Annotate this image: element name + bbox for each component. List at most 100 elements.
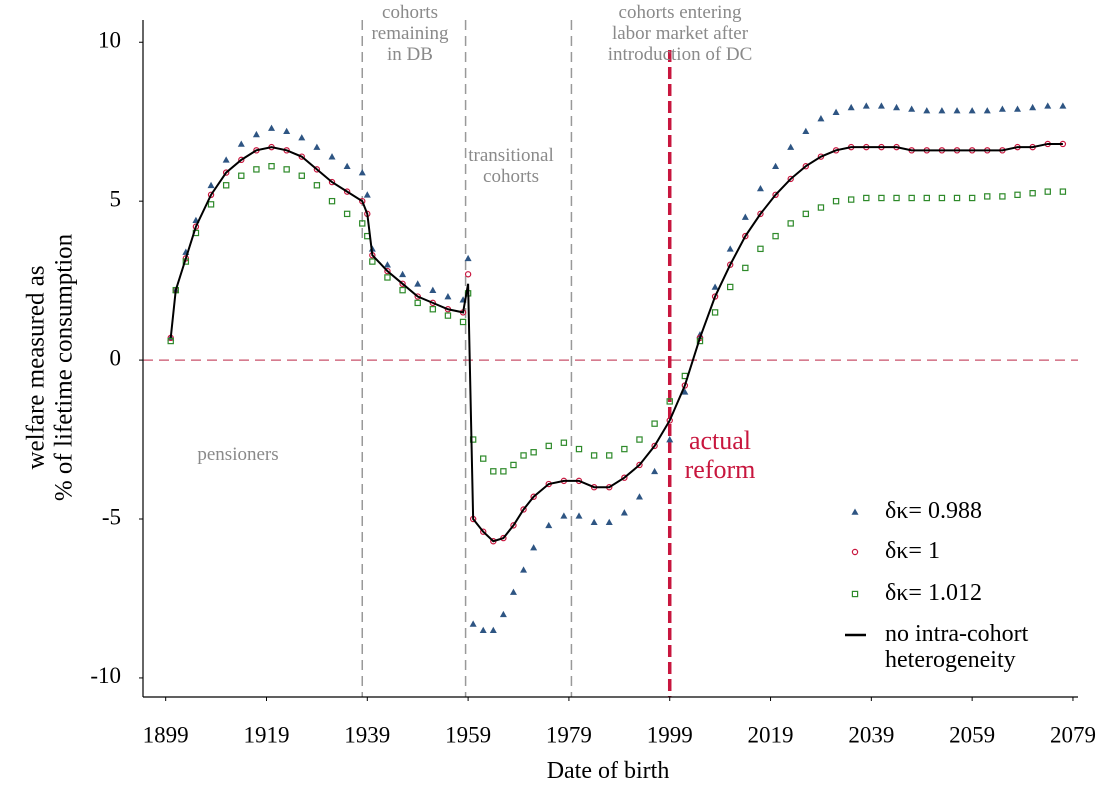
square-marker	[298, 172, 305, 179]
triangle-marker	[509, 588, 517, 595]
legend-label: no intra-cohort heterogeneity	[885, 621, 1029, 674]
triangle-marker	[520, 566, 528, 573]
square-marker	[1029, 190, 1036, 197]
triangle-marker	[414, 280, 422, 287]
square-marker	[621, 445, 628, 453]
triangle-marker	[681, 388, 689, 395]
triangle-marker	[1029, 103, 1037, 111]
square-marker	[651, 420, 658, 427]
circle-marker	[399, 280, 406, 288]
triangle-marker	[772, 162, 780, 170]
triangle-marker	[741, 213, 749, 220]
square-marker	[999, 193, 1006, 200]
square-marker	[444, 312, 452, 319]
triangle-marker	[711, 283, 719, 290]
square-marker	[429, 306, 437, 313]
triangle-marker	[489, 626, 497, 634]
circle-marker	[772, 191, 779, 199]
circle-marker	[464, 271, 472, 278]
x-tick-label: 2039	[848, 722, 894, 747]
triangle-marker	[938, 107, 946, 114]
circle-marker	[207, 191, 215, 199]
square-marker	[575, 445, 583, 453]
circle-marker	[802, 163, 810, 170]
square-marker	[893, 194, 900, 202]
triangle-marker	[893, 103, 901, 111]
triangle-marker	[252, 130, 260, 138]
y-tick-label: -10	[90, 663, 121, 688]
triangle-marker	[953, 107, 961, 114]
triangle-marker	[756, 184, 764, 192]
square-marker	[953, 194, 961, 202]
triangle-marker	[832, 108, 840, 115]
square-marker	[832, 197, 840, 205]
triangle-marker	[444, 293, 452, 300]
square-marker	[399, 286, 406, 294]
y-tick-label: 0	[110, 345, 122, 370]
square-marker	[480, 455, 487, 462]
triangle-marker	[1014, 105, 1022, 112]
triangle-marker	[817, 115, 825, 122]
triangle-marker	[620, 509, 628, 516]
square-marker	[253, 166, 260, 173]
square-marker	[984, 193, 991, 200]
triangle-marker	[499, 610, 507, 618]
legend-label: δκ= 0.988	[885, 498, 982, 524]
square-marker	[1044, 188, 1051, 195]
circle-marker	[636, 461, 643, 469]
square-marker	[167, 337, 174, 345]
triangle-marker	[1059, 102, 1067, 109]
x-tick-label: 1959	[445, 722, 491, 747]
square-marker	[414, 299, 421, 307]
triangle-marker	[983, 107, 991, 114]
square-marker	[510, 461, 517, 469]
y-tick-label: 10	[98, 28, 121, 53]
triangle-marker	[908, 105, 916, 112]
triangle-marker	[590, 518, 598, 525]
square-marker	[222, 182, 230, 189]
square-marker	[369, 258, 376, 265]
triangle-marker	[968, 107, 976, 114]
square-marker	[772, 232, 779, 240]
triangle-marker	[237, 140, 245, 147]
triangle-marker	[802, 127, 810, 135]
circle-marker	[222, 169, 230, 176]
x-axis-title: Date of birth	[546, 758, 670, 784]
square-marker	[545, 442, 552, 450]
triangle-marker	[1044, 102, 1052, 109]
triangle-marker	[479, 626, 487, 634]
square-marker	[268, 163, 275, 170]
square-marker	[908, 194, 915, 202]
legend-label: δκ= 1.012	[885, 580, 982, 606]
series-line	[169, 142, 1063, 543]
circle-marker	[384, 267, 391, 275]
x-tick-label: 2059	[949, 722, 995, 747]
square-marker	[359, 220, 366, 227]
square-marker	[636, 436, 643, 443]
legend-swatch	[851, 590, 859, 598]
triangle-marker	[298, 134, 306, 141]
annotation: pensioners	[197, 444, 279, 465]
triangle-marker	[429, 286, 437, 293]
x-tick-label: 1899	[143, 722, 189, 747]
annotation: actual reform	[684, 426, 756, 484]
circle-marker	[520, 506, 527, 513]
triangle-marker	[207, 181, 215, 189]
square-marker	[530, 449, 537, 456]
triangle-marker	[923, 107, 931, 114]
square-marker	[207, 201, 215, 208]
square-marker	[938, 194, 946, 202]
legend-label: δκ= 1	[885, 538, 940, 564]
y-axis-title: welfare measured as % of lifetime consum…	[22, 233, 78, 502]
square-marker	[802, 210, 810, 218]
triangle-marker	[998, 105, 1006, 112]
square-marker	[606, 452, 613, 459]
triangle-marker	[575, 512, 583, 519]
square-marker	[459, 318, 467, 326]
triangle-marker	[560, 512, 568, 519]
square-marker	[1014, 191, 1021, 199]
triangle-marker	[343, 162, 351, 170]
circle-marker	[621, 474, 628, 481]
